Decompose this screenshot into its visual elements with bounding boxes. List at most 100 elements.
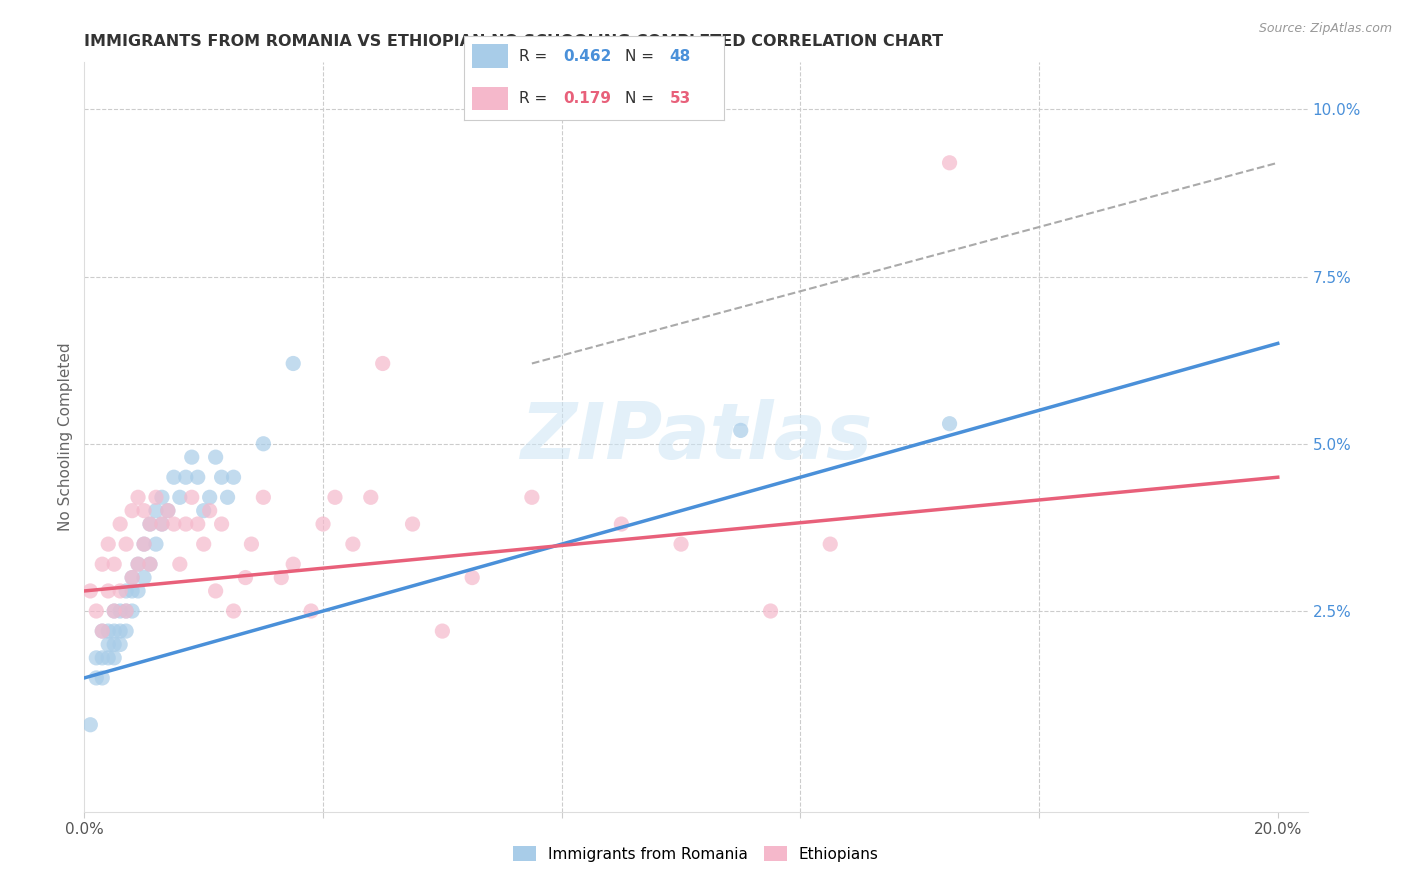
Point: [360, 490, 382, 504]
Point: [132, 537, 155, 551]
Point: [252, 490, 274, 504]
Y-axis label: No Schooling Completed: No Schooling Completed: [58, 343, 73, 532]
Point: [312, 517, 335, 532]
Point: [103, 651, 125, 665]
Point: [342, 537, 364, 551]
Point: [150, 517, 173, 532]
Point: [91, 651, 114, 665]
Point: [132, 537, 155, 551]
Point: [187, 517, 209, 532]
Point: [91, 624, 114, 639]
Point: [198, 490, 221, 504]
Point: [103, 604, 125, 618]
Point: [204, 583, 226, 598]
Point: [121, 604, 143, 618]
Point: [108, 604, 131, 618]
Point: [938, 155, 960, 169]
Point: [180, 450, 202, 464]
Text: N =: N =: [626, 49, 659, 64]
Point: [610, 517, 633, 532]
Point: [97, 537, 120, 551]
Text: Source: ZipAtlas.com: Source: ZipAtlas.com: [1258, 22, 1392, 36]
Point: [371, 356, 394, 371]
Text: IMMIGRANTS FROM ROMANIA VS ETHIOPIAN NO SCHOOLING COMPLETED CORRELATION CHART: IMMIGRANTS FROM ROMANIA VS ETHIOPIAN NO …: [84, 34, 943, 49]
Point: [222, 470, 245, 484]
Point: [84, 651, 107, 665]
Point: [222, 604, 245, 618]
Point: [669, 537, 692, 551]
Point: [108, 517, 131, 532]
Point: [204, 450, 226, 464]
Point: [97, 624, 120, 639]
Point: [91, 557, 114, 572]
Point: [127, 557, 149, 572]
Point: [169, 557, 191, 572]
Point: [145, 537, 167, 551]
Point: [169, 490, 191, 504]
Point: [174, 517, 197, 532]
Point: [127, 557, 149, 572]
Point: [103, 624, 125, 639]
Point: [132, 571, 155, 585]
Point: [79, 717, 101, 731]
Point: [139, 517, 162, 532]
Point: [235, 571, 257, 585]
Point: [299, 604, 322, 618]
Text: N =: N =: [626, 91, 659, 106]
Point: [121, 503, 143, 517]
Point: [283, 557, 305, 572]
Point: [103, 557, 125, 572]
Point: [432, 624, 454, 639]
Point: [211, 470, 233, 484]
Point: [150, 517, 173, 532]
Point: [108, 583, 131, 598]
Point: [97, 637, 120, 651]
Point: [115, 624, 138, 639]
Point: [84, 671, 107, 685]
Text: 0.462: 0.462: [562, 49, 612, 64]
Point: [121, 571, 143, 585]
Point: [79, 583, 101, 598]
Point: [283, 356, 305, 371]
Point: [520, 490, 543, 504]
FancyBboxPatch shape: [472, 44, 508, 68]
Point: [180, 490, 202, 504]
Text: ZIPatlas: ZIPatlas: [520, 399, 872, 475]
FancyBboxPatch shape: [472, 87, 508, 111]
Point: [252, 436, 274, 450]
Point: [108, 624, 131, 639]
Text: R =: R =: [519, 49, 551, 64]
Point: [217, 490, 239, 504]
Point: [132, 503, 155, 517]
Point: [187, 470, 209, 484]
Point: [156, 503, 179, 517]
Point: [818, 537, 841, 551]
Point: [323, 490, 346, 504]
Point: [97, 651, 120, 665]
Point: [103, 637, 125, 651]
Point: [156, 503, 179, 517]
Point: [115, 604, 138, 618]
Point: [193, 537, 215, 551]
Point: [211, 517, 233, 532]
Point: [121, 583, 143, 598]
Point: [193, 503, 215, 517]
Point: [103, 604, 125, 618]
Point: [145, 503, 167, 517]
Point: [198, 503, 221, 517]
Point: [174, 470, 197, 484]
Point: [115, 583, 138, 598]
Text: R =: R =: [519, 91, 551, 106]
Point: [730, 424, 752, 438]
Point: [401, 517, 423, 532]
Point: [150, 490, 173, 504]
Point: [145, 490, 167, 504]
Point: [139, 557, 162, 572]
Point: [115, 537, 138, 551]
Point: [84, 604, 107, 618]
Point: [163, 517, 186, 532]
Point: [91, 671, 114, 685]
Point: [115, 604, 138, 618]
Text: 53: 53: [669, 91, 690, 106]
Point: [139, 517, 162, 532]
